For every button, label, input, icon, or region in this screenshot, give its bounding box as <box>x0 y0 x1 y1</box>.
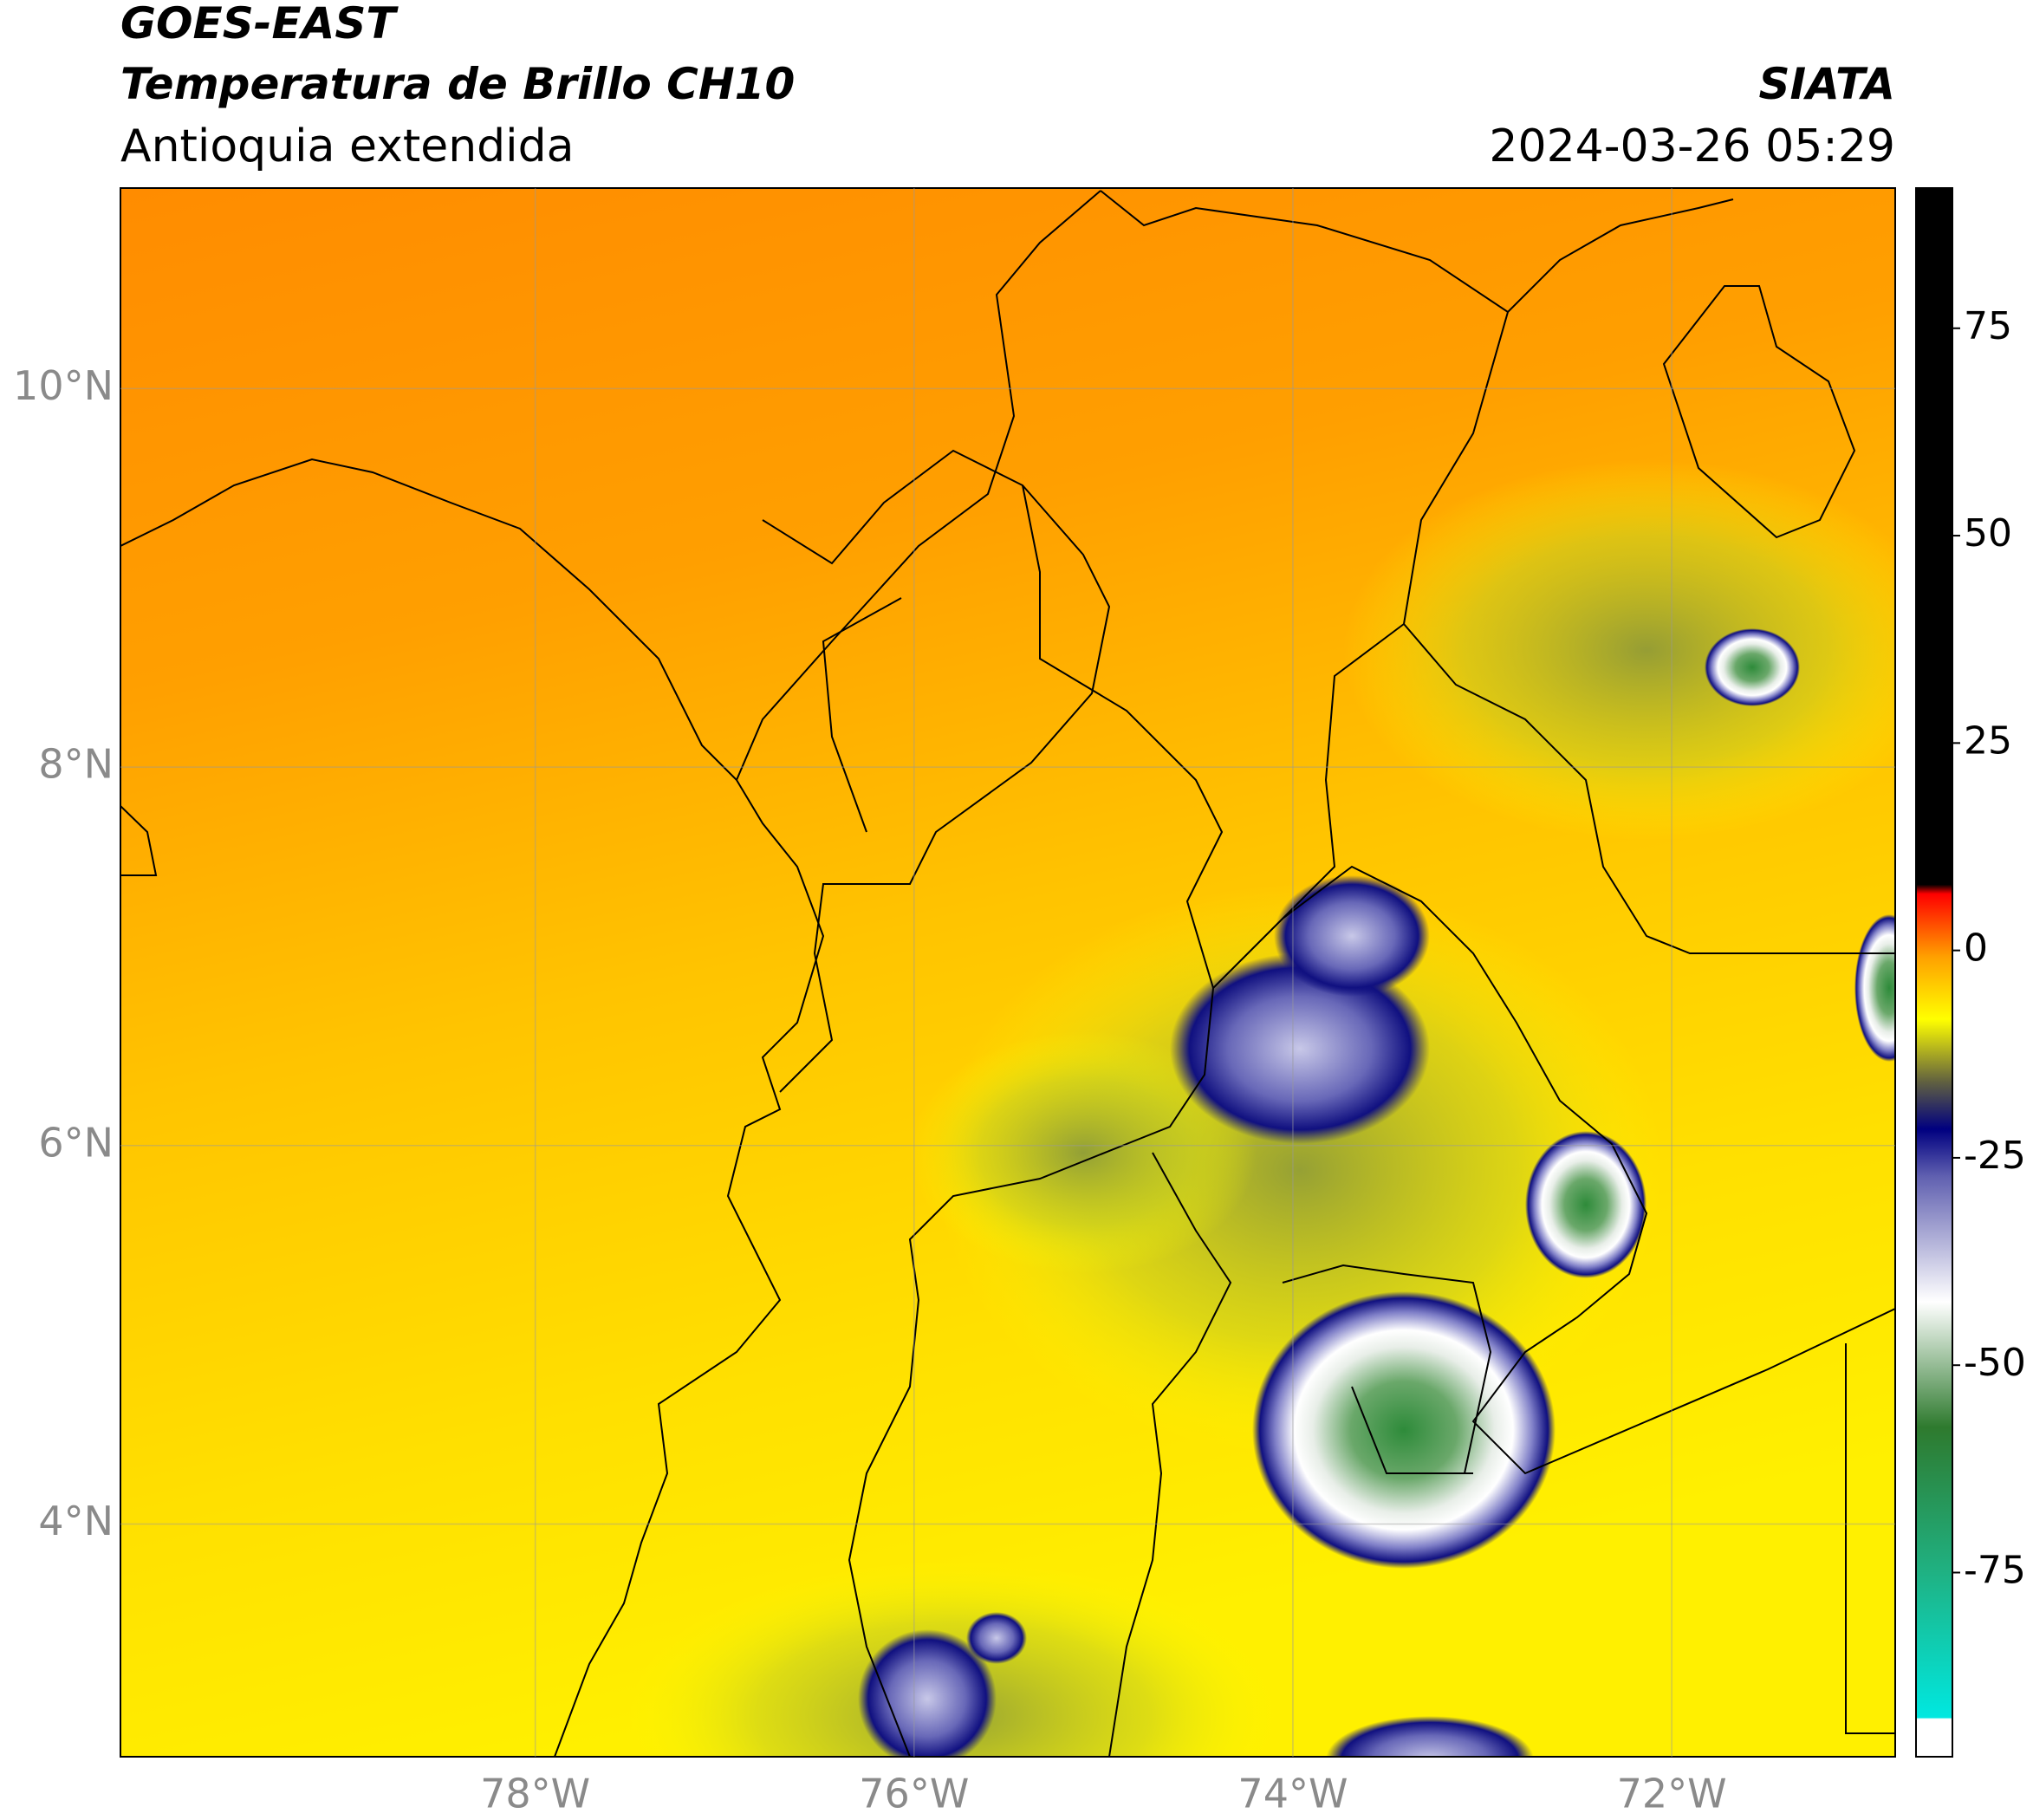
colorbar <box>1915 187 1953 1758</box>
satellite: GOES-EAST <box>120 0 399 49</box>
colorbar-label: -25 <box>1964 1134 2026 1178</box>
datetime: 2024-03-26 05:29 <box>1489 120 1895 172</box>
y-tick-label: 4°N <box>38 1498 114 1544</box>
y-tick-label: 10°N <box>13 362 114 409</box>
source: SIATA <box>1759 59 1895 109</box>
y-tick-label: 8°N <box>38 741 114 788</box>
region: Antioquia extendida <box>120 120 575 172</box>
product: Temperatura de Brillo CH10 <box>120 59 795 109</box>
colorbar-label: 75 <box>1964 304 2012 348</box>
y-tick-label: 6°N <box>38 1119 114 1166</box>
colorbar-label: 25 <box>1964 718 2012 763</box>
colorbar-label: -50 <box>1964 1341 2026 1385</box>
x-tick-label: 76°W <box>859 1771 969 1817</box>
colorbar-label: 0 <box>1964 926 1988 971</box>
x-tick-label: 78°W <box>480 1771 590 1817</box>
x-tick-label: 72°W <box>1617 1771 1727 1817</box>
map-image <box>120 188 1895 1757</box>
map-frame <box>120 187 1896 1758</box>
colorbar-label: 50 <box>1964 511 2012 556</box>
x-tick-label: 74°W <box>1237 1771 1348 1817</box>
colorbar-label: -75 <box>1964 1549 2026 1593</box>
